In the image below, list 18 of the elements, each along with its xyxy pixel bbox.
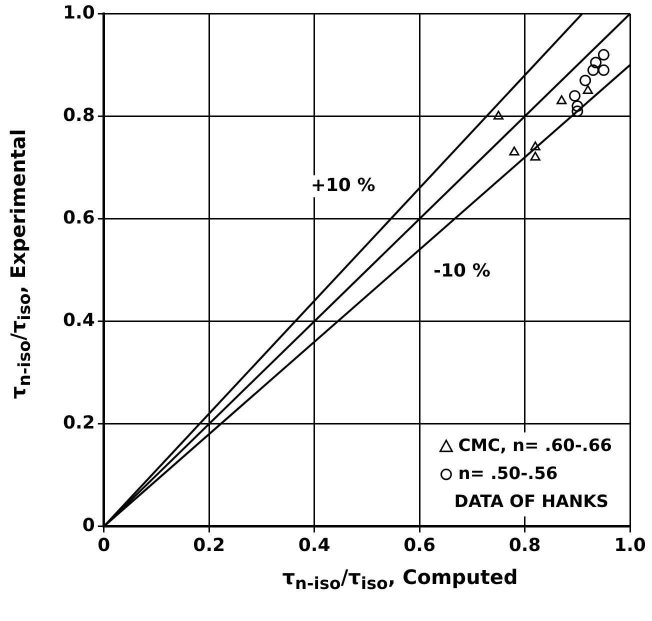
- x-tick-label: 0: [98, 534, 110, 556]
- x-tick-label: 0.4: [298, 534, 330, 556]
- x-tick-label: 0.2: [193, 534, 226, 556]
- legend-label: n= .50-.56: [458, 464, 558, 484]
- x-tick-label: 0.8: [508, 534, 541, 556]
- y-tick-label: 1.0: [62, 2, 95, 24]
- y-tick-label: 0.8: [62, 104, 95, 126]
- y-tick-label: 0.4: [62, 310, 95, 332]
- legend-label: CMC, n= .60-.66: [458, 436, 612, 456]
- y-tick-label: 0: [82, 515, 95, 536]
- annotation: -10 %: [434, 260, 490, 282]
- y-tick-label: 0.2: [62, 412, 95, 434]
- y-tick-label: 0.6: [62, 208, 95, 229]
- x-tick-label: 0.6: [404, 534, 436, 556]
- annotation: +10 %: [310, 174, 376, 196]
- x-tick-label: 1.0: [614, 534, 646, 556]
- annotation: DATA OF HANKS: [454, 492, 609, 512]
- x-axis-title: τ$_{n-iso}$/τ$_{iso}$, Computed: [281, 565, 519, 593]
